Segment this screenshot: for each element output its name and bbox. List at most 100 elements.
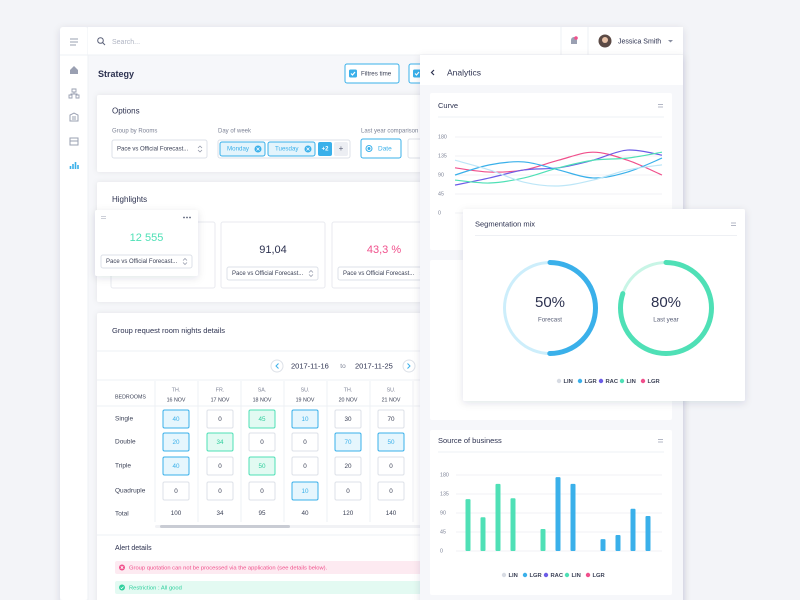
menu-icon[interactable] (70, 38, 78, 46)
cell-input[interactable] (377, 456, 405, 476)
day-chip[interactable] (267, 141, 316, 157)
cell-input[interactable] (291, 409, 319, 429)
cell-input[interactable] (162, 456, 190, 476)
search-icon (97, 37, 104, 44)
total-value: 34 (216, 510, 224, 517)
bar (495, 483, 501, 551)
home-icon[interactable] (70, 66, 78, 74)
next-date[interactable] (402, 359, 416, 373)
cell-input[interactable] (248, 432, 276, 452)
legend-dot (564, 572, 570, 578)
select-caret (197, 145, 203, 153)
donut-arc (618, 260, 714, 356)
cell-input[interactable] (162, 481, 190, 501)
cell-input[interactable] (334, 409, 362, 429)
cell-value: 0 (260, 488, 264, 495)
scrollbar[interactable] (160, 525, 290, 528)
bar (510, 498, 516, 551)
card-menu[interactable] (658, 439, 663, 443)
drag-handle (101, 216, 106, 219)
next-arrow (407, 363, 411, 369)
select[interactable] (111, 139, 208, 159)
user-name[interactable]: Jessica Smith (618, 38, 661, 45)
cell-input[interactable] (248, 409, 276, 429)
curve-line (454, 159, 663, 187)
column-day: SU. (301, 387, 310, 393)
cell-input[interactable] (248, 456, 276, 476)
user-caret[interactable] (668, 40, 673, 43)
cell-value: 0 (218, 416, 222, 423)
more-dot[interactable] (183, 216, 185, 219)
cell-value: 30 (344, 416, 352, 423)
section-title: Alert details (115, 545, 152, 552)
day-chip[interactable] (219, 141, 266, 157)
cell-input[interactable] (248, 481, 276, 501)
search-input[interactable]: Search... (112, 39, 140, 46)
cell-input[interactable] (206, 456, 234, 476)
legend-label: LGR (530, 573, 543, 579)
alert-glyph (120, 566, 124, 569)
card-title: Curve (438, 101, 458, 110)
legend-dot (543, 572, 549, 578)
cell-input[interactable] (334, 481, 362, 501)
card-menu[interactable] (731, 222, 736, 226)
radio-option[interactable] (360, 138, 402, 159)
cell-input[interactable] (377, 432, 405, 452)
cell-value: 40 (172, 463, 180, 470)
cell-value: 0 (303, 463, 307, 470)
cell-value: 70 (387, 416, 395, 423)
cell-input[interactable] (162, 409, 190, 429)
bar (645, 515, 651, 551)
column-date: 21 NOV (382, 397, 401, 403)
hierarchy-icon[interactable] (68, 88, 80, 99)
select[interactable] (226, 266, 319, 281)
add-chip[interactable] (334, 142, 348, 156)
y-tick-label: 135 (438, 153, 447, 159)
cell-input[interactable] (334, 432, 362, 452)
more-chip-label: +2 (322, 147, 330, 153)
filter-button[interactable] (344, 63, 400, 84)
bar (555, 477, 561, 551)
cell-input[interactable] (291, 481, 319, 501)
cell-input[interactable] (291, 456, 319, 476)
more-dot[interactable] (186, 216, 188, 219)
select-caret (308, 270, 314, 277)
column-date: 17 NOV (211, 397, 230, 403)
alert-glyph (120, 586, 124, 590)
legend-dot (577, 378, 583, 384)
select[interactable] (100, 254, 193, 269)
building-icon[interactable] (69, 112, 79, 122)
more-chip[interactable] (318, 142, 332, 156)
cell-input[interactable] (377, 409, 405, 429)
back-arrow[interactable] (430, 69, 435, 76)
cell-input[interactable] (162, 432, 190, 452)
cell-value: 45 (258, 416, 266, 423)
date-to: 2017-11-25 (355, 361, 393, 370)
table-header: BEDROOMS (115, 394, 146, 400)
donut-value: 50% (535, 294, 565, 311)
column-day: FR. (216, 387, 225, 393)
legend-label: LIN (572, 573, 581, 579)
bar (480, 517, 486, 551)
more-dot[interactable] (189, 216, 191, 219)
column-date: 20 NOV (339, 397, 358, 403)
cell-input[interactable] (291, 432, 319, 452)
database-icon[interactable] (69, 137, 79, 146)
topbar (88, 27, 683, 55)
cell-input[interactable] (206, 432, 234, 452)
cell-input[interactable] (377, 481, 405, 501)
prev-date[interactable] (270, 359, 284, 373)
kpi-value: 12 555 (130, 232, 164, 244)
cell-input[interactable] (334, 456, 362, 476)
cell-input[interactable] (206, 409, 234, 429)
row-label: Quadruple (115, 488, 146, 495)
cell-input[interactable] (206, 481, 234, 501)
card-menu[interactable] (658, 104, 663, 108)
chart-icon[interactable] (69, 162, 79, 169)
cell-value: 20 (344, 463, 352, 470)
donut-label: Forecast (538, 317, 562, 324)
chip-remove-x (306, 147, 310, 151)
legend-label: RAC (606, 379, 619, 385)
column-day: TH. (344, 387, 353, 393)
